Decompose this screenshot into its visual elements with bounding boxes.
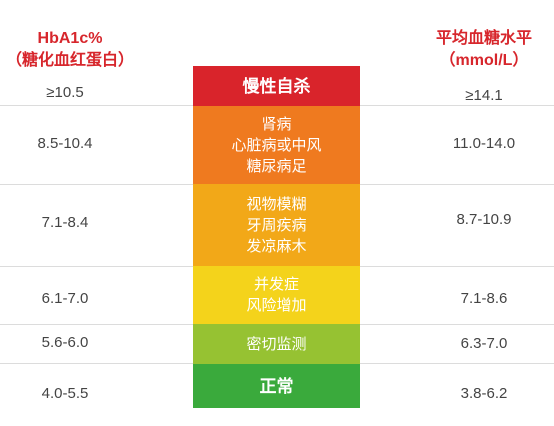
band-label: 慢性自杀 xyxy=(242,76,311,96)
band-label: 肾病 xyxy=(261,115,292,133)
risk-band-monitor: 密切监测 xyxy=(193,324,360,364)
risk-band-complications: 肾病 心脏病或中风 糖尿病足 xyxy=(193,106,360,184)
glucose-header: 平均血糖水平 （mmol/L） xyxy=(420,28,548,72)
glucose-value: 6.3-7.0 xyxy=(460,335,508,352)
band-label: 并发症 xyxy=(253,276,299,293)
hba1c-value: 7.1-8.4 xyxy=(41,214,89,231)
hba1c-value: 4.0-5.5 xyxy=(41,385,89,402)
hba1c-header-subtitle: （糖化血红蛋白） xyxy=(5,52,134,69)
band-label: 视物模糊 xyxy=(246,195,307,213)
risk-band-increased-risk: 并发症 风险增加 xyxy=(193,266,360,324)
hba1c-header: HbA1c% （糖化血红蛋白） xyxy=(4,28,136,72)
band-label: 糖尿病足 xyxy=(246,157,307,175)
glucose-value: 7.1-8.6 xyxy=(460,290,508,307)
glucose-value: ≥14.1 xyxy=(465,87,503,104)
risk-band-symptoms: 视物模糊 牙周疾病 发凉麻木 xyxy=(193,184,360,266)
hba1c-value: ≥10.5 xyxy=(46,84,84,101)
glucose-value: 3.8-6.2 xyxy=(460,385,508,402)
band-label: 正常 xyxy=(259,376,294,396)
glucose-header-unit: （mmol/L） xyxy=(439,52,529,69)
band-label: 密切监测 xyxy=(246,335,307,353)
band-label: 风险增加 xyxy=(246,297,307,314)
risk-band-chronic-suicide: 慢性自杀 xyxy=(193,66,360,106)
hba1c-value: 8.5-10.4 xyxy=(37,135,93,152)
glucose-header-title: 平均血糖水平 xyxy=(435,30,532,47)
hba1c-value: 6.1-7.0 xyxy=(41,290,89,307)
band-label: 发凉麻木 xyxy=(246,237,307,255)
hba1c-value: 5.6-6.0 xyxy=(41,334,89,351)
hba1c-header-title: HbA1c% xyxy=(37,30,103,47)
glucose-value: 8.7-10.9 xyxy=(456,211,512,228)
band-label: 心脏病或中风 xyxy=(231,136,322,154)
glucose-value: 11.0-14.0 xyxy=(452,135,516,152)
risk-band-normal: 正常 xyxy=(193,364,360,408)
band-label: 牙周疾病 xyxy=(246,216,307,234)
